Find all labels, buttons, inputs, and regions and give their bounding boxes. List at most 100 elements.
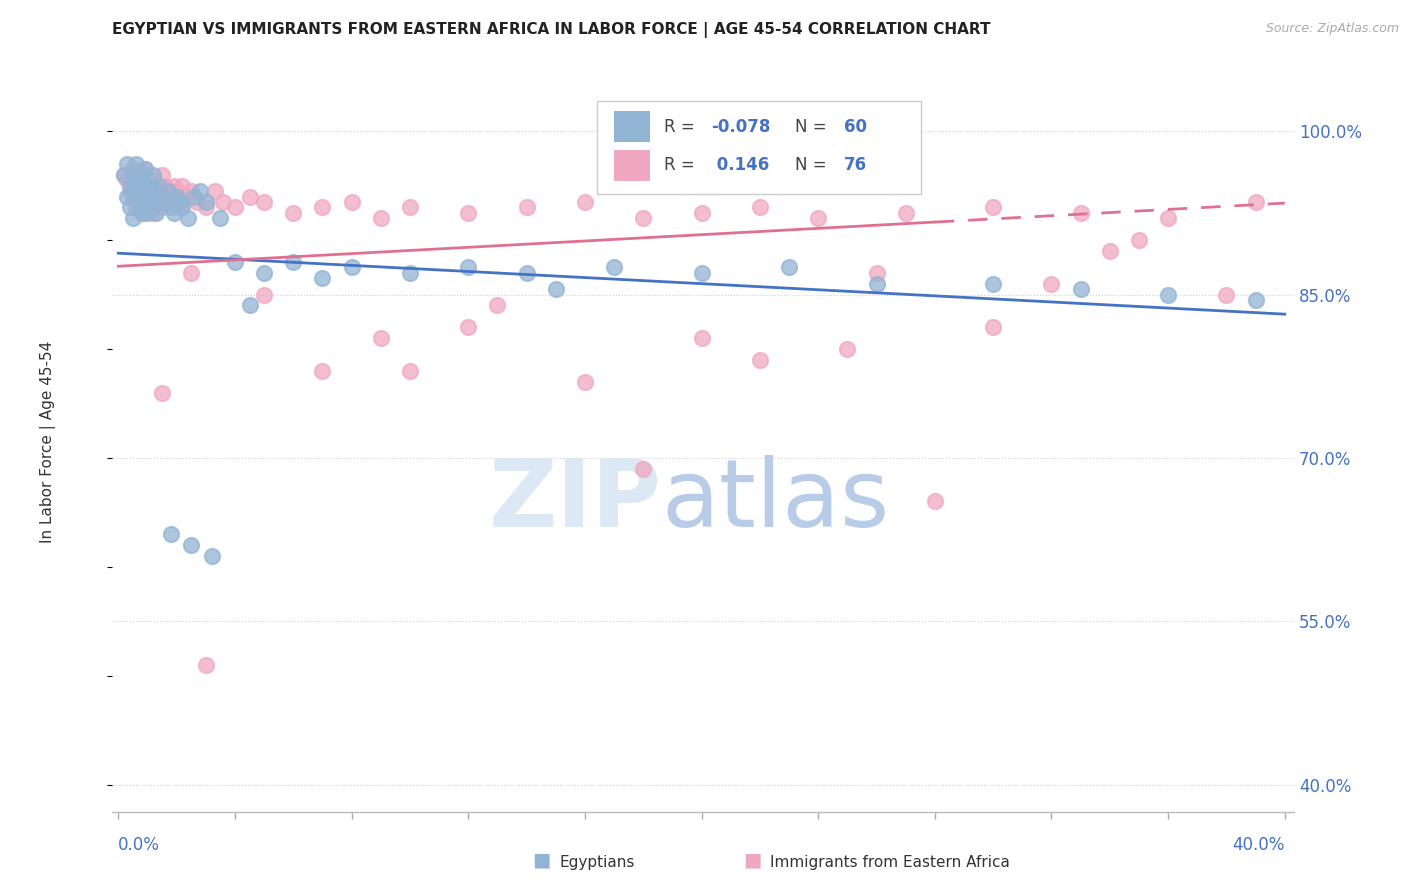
Point	[1244, 293, 1267, 307]
Point	[283, 255, 305, 269]
Point	[148, 178, 170, 193]
Point	[159, 527, 181, 541]
Point	[180, 184, 202, 198]
Point	[183, 189, 205, 203]
Text: 0.146: 0.146	[711, 156, 769, 174]
Point	[370, 211, 392, 226]
Point	[145, 189, 167, 203]
Point	[457, 320, 479, 334]
Point	[142, 206, 165, 220]
Point	[1128, 233, 1150, 247]
Text: N =: N =	[796, 118, 832, 136]
Text: 76: 76	[844, 156, 866, 174]
Point	[150, 385, 173, 400]
Point	[125, 201, 148, 215]
Point	[177, 211, 200, 226]
Bar	[614, 150, 650, 181]
Point	[112, 168, 135, 182]
Point	[128, 194, 150, 209]
Point	[150, 168, 173, 182]
Point	[145, 206, 167, 220]
Point	[122, 168, 145, 182]
FancyBboxPatch shape	[596, 101, 921, 194]
Point	[172, 201, 194, 215]
Point	[574, 375, 596, 389]
Point	[253, 194, 276, 209]
Point	[128, 168, 150, 182]
Point	[139, 178, 162, 193]
Point	[118, 178, 141, 193]
Point	[186, 194, 208, 209]
Point	[1157, 287, 1180, 301]
Point	[981, 277, 1004, 291]
Point	[136, 194, 159, 209]
Point	[631, 462, 654, 476]
Point	[180, 538, 202, 552]
Text: R =: R =	[664, 156, 700, 174]
Point	[865, 266, 887, 280]
Point	[981, 320, 1004, 334]
Point	[118, 184, 141, 198]
Point	[690, 331, 713, 345]
Point	[283, 206, 305, 220]
Point	[180, 266, 202, 280]
Point	[1070, 206, 1092, 220]
Text: atlas: atlas	[662, 455, 890, 547]
Text: Egyptians: Egyptians	[560, 855, 636, 870]
Point	[981, 201, 1004, 215]
Point	[122, 184, 145, 198]
Point	[603, 260, 626, 275]
Point	[253, 266, 276, 280]
Point	[370, 331, 392, 345]
Point	[169, 201, 191, 215]
Point	[125, 178, 148, 193]
Point	[153, 178, 176, 193]
Point	[136, 194, 159, 209]
Point	[748, 352, 770, 367]
Point	[131, 206, 153, 220]
Point	[131, 189, 153, 203]
Point	[212, 194, 235, 209]
Point	[115, 157, 138, 171]
Point	[690, 266, 713, 280]
Point	[131, 173, 153, 187]
Point	[457, 206, 479, 220]
Text: ■: ■	[531, 851, 551, 870]
Point	[837, 342, 859, 356]
Bar	[614, 112, 650, 143]
Point	[631, 211, 654, 226]
Point	[172, 178, 194, 193]
Point	[122, 162, 145, 177]
Point	[150, 201, 173, 215]
Point	[156, 189, 179, 203]
Point	[142, 201, 165, 215]
Point	[399, 364, 422, 378]
Point	[163, 206, 186, 220]
Text: Immigrants from Eastern Africa: Immigrants from Eastern Africa	[770, 855, 1011, 870]
Point	[136, 206, 159, 220]
Point	[340, 260, 363, 275]
Point	[128, 178, 150, 193]
Point	[486, 298, 509, 312]
Point	[115, 189, 138, 203]
Point	[166, 189, 188, 203]
Point	[145, 184, 167, 198]
Point	[174, 189, 197, 203]
Text: ■: ■	[742, 851, 762, 870]
Point	[516, 201, 538, 215]
Text: EGYPTIAN VS IMMIGRANTS FROM EASTERN AFRICA IN LABOR FORCE | AGE 45-54 CORRELATIO: EGYPTIAN VS IMMIGRANTS FROM EASTERN AFRI…	[112, 22, 991, 38]
Point	[128, 194, 150, 209]
Point	[194, 194, 217, 209]
Point	[1070, 282, 1092, 296]
Point	[134, 162, 156, 177]
Point	[865, 277, 887, 291]
Point	[131, 206, 153, 220]
Point	[253, 287, 276, 301]
Point	[457, 260, 479, 275]
Point	[574, 194, 596, 209]
Point	[778, 260, 800, 275]
Point	[311, 271, 333, 285]
Point	[188, 184, 211, 198]
Text: 0.0%: 0.0%	[118, 836, 160, 854]
Point	[131, 168, 153, 182]
